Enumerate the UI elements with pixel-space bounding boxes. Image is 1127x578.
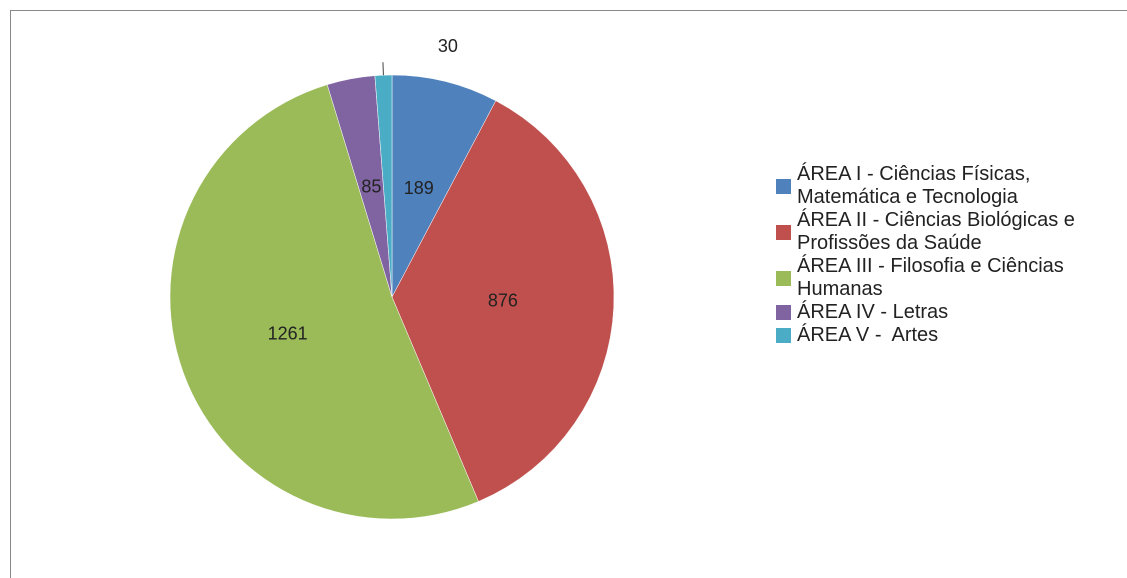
pie-slice (391, 100, 615, 502)
legend-swatch (776, 328, 791, 343)
legend: ÁREA I - Ciências Físicas, Matemática e … (776, 163, 1116, 347)
data-label: 876 (488, 291, 518, 311)
legend-label: ÁREA I - Ciências Físicas, Matemática e … (797, 163, 1036, 208)
legend-label: ÁREA IV - Letras (797, 301, 949, 323)
legend-item: ÁREA V - Artes (776, 324, 1116, 347)
legend-label: ÁREA III - Filosofia e Ciências Humanas (797, 255, 1070, 300)
pie-slice (391, 74, 497, 298)
legend-item: ÁREA I - Ciências Físicas, Matemática e … (776, 163, 1116, 209)
legend-label: ÁREA II - Ciências Biológicas e Profissõ… (797, 209, 1081, 254)
legend-swatch (776, 178, 791, 194)
legend-item: ÁREA IV - Letras (776, 301, 1116, 324)
data-label: 85 (361, 177, 381, 197)
data-label: 30 (438, 36, 458, 56)
legend-swatch (776, 224, 791, 240)
legend-item: ÁREA III - Filosofia e Ciências Humanas (776, 255, 1116, 301)
pie-slice (169, 84, 479, 520)
data-label: 189 (404, 178, 434, 198)
leader-line (382, 62, 384, 76)
legend-swatch (776, 305, 791, 320)
legend-label: ÁREA V - Artes (797, 324, 939, 346)
legend-swatch (776, 270, 791, 286)
data-label: 1261 (268, 324, 308, 344)
pie-slice (374, 74, 393, 298)
legend-item: ÁREA II - Ciências Biológicas e Profissõ… (776, 209, 1116, 255)
